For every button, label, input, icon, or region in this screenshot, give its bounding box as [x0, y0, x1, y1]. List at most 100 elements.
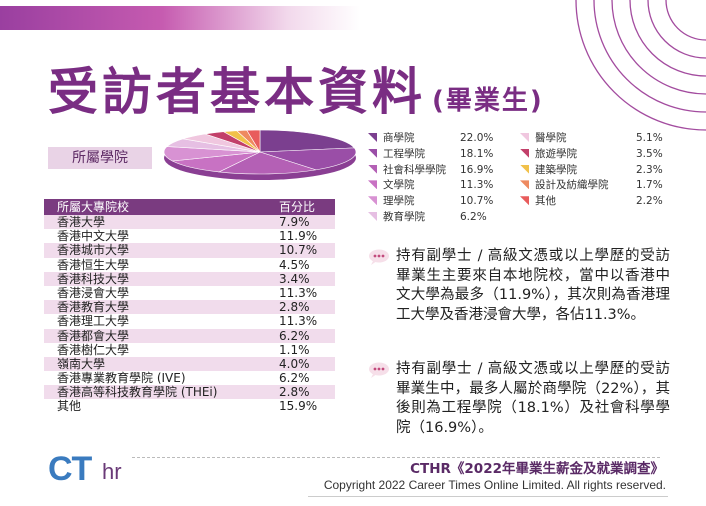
legend-label: 其他 — [535, 195, 556, 208]
faculty-label: 所屬學院 — [48, 147, 152, 169]
legend-item: 文學院 11.3% — [368, 178, 508, 192]
pie-slice — [246, 129, 261, 154]
row-name: 香港都會大學 — [57, 328, 130, 343]
note-1-text: 持有副學士 / 高級文憑或以上學歷的受訪畢業生主要來自本地院校，當中以香港中文大… — [396, 248, 670, 323]
pie-slice — [171, 151, 261, 173]
footer-line — [308, 496, 668, 497]
legend-item: 醫學院 5.1% — [520, 131, 663, 145]
legend-item: 建築學院 2.3% — [520, 163, 663, 177]
row-pct: 11.3% — [279, 314, 318, 329]
legend-item: 設計及紡織學院 1.7% — [520, 178, 663, 192]
legend-value: 5.1% — [636, 132, 663, 144]
row-name: 香港大學 — [57, 215, 106, 229]
legend-label: 工程學院 — [383, 147, 425, 160]
row-pct: 15.9% — [279, 399, 318, 414]
speech-bubble-icon — [369, 362, 389, 378]
row-pct: 7.9% — [279, 215, 310, 229]
page-title-text: 受訪者基本資料 — [48, 63, 426, 121]
legend-label: 文學院 — [383, 179, 415, 192]
legend-item: 理學院 10.7% — [368, 194, 508, 208]
table-row: 香港樹仁大學 1.1% — [44, 343, 335, 357]
table-row: 香港恒生大學 4.5% — [44, 258, 335, 272]
row-pct: 10.7% — [279, 243, 318, 258]
footer-divider — [132, 457, 660, 458]
row-name: 香港理工大學 — [57, 314, 130, 329]
pie-slice — [259, 147, 357, 171]
row-name: 香港樹仁大學 — [57, 342, 130, 357]
table-row: 香港科技大學 3.4% — [44, 271, 335, 286]
table-row: 香港理工大學 11.3% — [44, 314, 335, 328]
legend-swatch — [520, 148, 529, 158]
row-pct: 4.5% — [279, 257, 310, 272]
survey-title: CTHR《2022年畢業生薪金及就業調查》 — [410, 461, 664, 477]
page-title: 受訪者基本資料 (畢業生) — [48, 52, 544, 124]
table-row: 香港都會大學 6.2% — [44, 328, 335, 343]
legend-label: 醫學院 — [535, 132, 567, 144]
row-name: 嶺南大學 — [57, 356, 106, 371]
cthr-logo: CT hr — [48, 448, 128, 496]
legend-swatch — [368, 133, 377, 142]
legend-label: 建築學院 — [535, 163, 577, 176]
row-name: 香港科技大學 — [57, 271, 130, 286]
legend-swatch — [520, 196, 529, 206]
legend-label: 設計及紡織學院 — [535, 179, 609, 192]
table-row: 香港專業教育學院 (IVE) 6.2% — [44, 371, 335, 385]
page-subtitle: (畢業生) — [432, 86, 544, 116]
row-pct: 6.2% — [279, 328, 310, 343]
row-pct: 11.9% — [279, 229, 318, 244]
legend-swatch — [520, 164, 529, 174]
legend-label: 社會科學學院 — [383, 163, 446, 176]
table-row: 其他 15.9% — [44, 399, 335, 413]
legend-swatch — [368, 196, 377, 206]
legend-value: 1.7% — [636, 179, 663, 192]
row-name: 香港高等科技教育學院 (THEi) — [57, 385, 218, 400]
logo-ct: CT — [48, 450, 92, 488]
table-row: 香港高等科技教育學院 (THEi) 2.8% — [44, 385, 335, 400]
note-2-text: 持有副學士 / 高級文憑或以上學歷的受訪畢業生中，最多人屬於商學院（22%），其… — [396, 361, 670, 436]
table-row: 香港浸會大學 11.3% — [44, 286, 335, 300]
legend-value: 22.0% — [460, 132, 494, 144]
row-pct: 2.8% — [279, 300, 310, 315]
row-pct: 1.1% — [279, 342, 310, 357]
legend-item: 工程學院 18.1% — [368, 147, 508, 161]
legend-item: 旅遊學院 3.5% — [520, 147, 663, 161]
legend-item: 商學院 22.0% — [368, 131, 508, 145]
speech-bubble-icon — [369, 249, 389, 265]
pie-slice — [218, 151, 317, 175]
header-name: 所屬大專院校 — [57, 200, 130, 214]
table-row: 嶺南大學 4.0% — [44, 356, 335, 372]
header-gradient-bar — [0, 6, 360, 30]
table-row: 香港大學 7.9% — [44, 215, 335, 230]
row-name: 香港專業教育學院 (IVE) — [57, 371, 186, 386]
row-name: 香港教育大學 — [57, 300, 130, 315]
table-row: 香港城市大學 10.7% — [44, 243, 335, 258]
row-pct: 3.4% — [279, 271, 310, 286]
row-name: 其他 — [57, 399, 82, 414]
legend-item: 教育學院 6.2% — [368, 210, 508, 224]
row-pct: 2.8% — [279, 385, 310, 400]
legend-label: 教育學院 — [383, 211, 425, 223]
legend-value: 10.7% — [460, 195, 494, 208]
pie-slice — [259, 129, 355, 153]
row-pct: 6.2% — [279, 371, 310, 386]
table-row: 香港中文大學 11.9% — [44, 229, 335, 243]
legend-swatch — [368, 212, 377, 221]
copyright-text: Copyright 2022 Career Times Online Limit… — [323, 478, 666, 492]
row-name: 香港浸會大學 — [57, 285, 130, 300]
legend-swatch — [368, 164, 377, 174]
row-name: 香港中文大學 — [57, 229, 130, 244]
legend-item: 其他 2.2% — [520, 194, 663, 208]
legend-value: 11.3% — [460, 179, 494, 192]
header-pct: 百分比 — [279, 200, 316, 214]
legend-value: 2.2% — [636, 195, 663, 208]
row-name: 香港城市大學 — [57, 243, 130, 258]
row-pct: 4.0% — [279, 356, 310, 371]
university-table: 所屬大專院校 百分比 香港大學 7.9% 香港中文大學 11.9% 香港城市大學 10.7… — [44, 199, 335, 414]
logo-hr: hr — [102, 459, 122, 484]
legend-label: 旅遊學院 — [535, 147, 577, 160]
legend-value: 2.3% — [636, 163, 663, 176]
legend-value: 3.5% — [636, 147, 663, 160]
legend-swatch — [368, 148, 377, 158]
legend-swatch — [368, 180, 377, 190]
legend-label: 商學院 — [383, 132, 415, 144]
